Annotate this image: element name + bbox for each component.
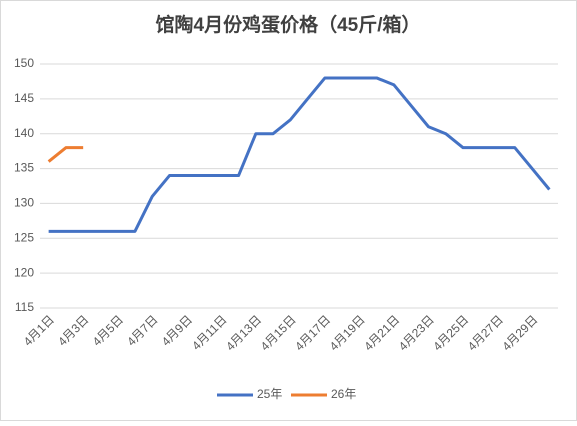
legend-label: 25年 [257,387,282,401]
chart-title: 馆陶4月份鸡蛋价格（45斤/箱） [156,13,421,36]
y-tick-label: 125 [14,230,34,244]
legend-label: 26年 [331,387,356,401]
y-tick-label: 130 [14,196,34,210]
y-tick-label: 115 [15,300,34,314]
series-line [47,146,84,163]
y-tick-label: 135 [14,161,34,175]
series-line [48,76,551,233]
y-tick-label: 120 [14,265,34,279]
y-tick-label: 150 [14,56,34,70]
y-tick-label: 145 [14,91,34,105]
y-tick-label: 140 [14,126,34,140]
